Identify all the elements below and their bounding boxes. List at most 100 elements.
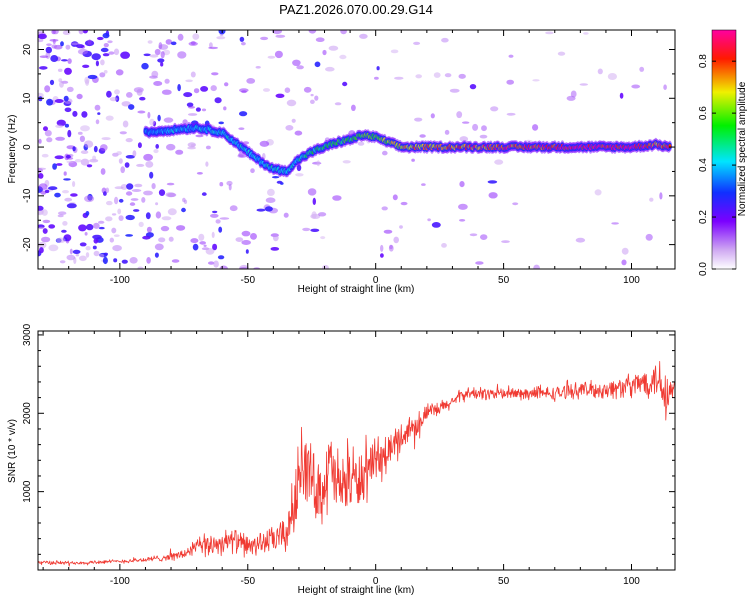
noise-blob	[239, 111, 248, 117]
noise-blob	[72, 110, 78, 117]
noise-blob	[141, 62, 149, 70]
noise-blob	[163, 117, 174, 123]
noise-blob	[125, 234, 133, 237]
noise-blob	[85, 252, 90, 258]
noise-blob	[125, 191, 133, 196]
noise-blob	[239, 88, 249, 93]
noise-blob	[211, 72, 219, 76]
noise-blob	[66, 160, 74, 164]
noise-blob	[639, 66, 645, 72]
noise-blob	[380, 244, 384, 252]
noise-blob	[145, 212, 151, 220]
noise-blob	[411, 158, 415, 162]
colorbar-tick-label: 0.8	[698, 54, 709, 68]
noise-blob	[99, 253, 105, 258]
y-tick-label: -20	[22, 237, 33, 252]
noise-blob	[118, 215, 124, 222]
noise-blob	[192, 33, 200, 40]
noise-blob	[177, 33, 184, 41]
noise-blob	[39, 66, 48, 70]
noise-blob	[153, 81, 163, 86]
noise-blob	[149, 171, 154, 179]
noise-blob	[91, 53, 101, 61]
noise-blob	[170, 41, 177, 46]
noise-blob	[74, 159, 82, 163]
noise-blob	[390, 49, 399, 54]
noise-blob	[272, 234, 279, 242]
noise-blob	[55, 163, 63, 166]
noise-blob	[154, 243, 164, 251]
noise-blob	[141, 197, 146, 203]
noise-blob	[120, 51, 130, 59]
noise-blob	[501, 240, 510, 244]
noise-blob	[295, 173, 304, 177]
x-tick-label: 50	[498, 275, 510, 286]
noise-blob	[263, 88, 270, 92]
noise-blob	[38, 96, 43, 102]
noise-blob	[39, 247, 44, 254]
noise-blob	[158, 189, 166, 197]
noise-blob	[186, 102, 194, 108]
noise-blob	[160, 62, 164, 67]
noise-blob	[67, 129, 72, 138]
noise-blob	[328, 45, 339, 51]
noise-blob	[506, 112, 516, 116]
noise-blob	[42, 228, 48, 234]
noise-blob	[284, 87, 291, 93]
noise-blob	[57, 68, 63, 73]
noise-blob	[264, 206, 273, 212]
noise-blob	[132, 150, 137, 157]
noise-blob	[114, 89, 120, 95]
noise-blob	[85, 79, 90, 86]
noise-blob	[190, 71, 196, 78]
noise-blob	[250, 233, 257, 240]
noise-blob	[67, 58, 72, 64]
noise-blob	[389, 244, 393, 250]
noise-blob	[579, 83, 588, 86]
noise-blob	[70, 193, 78, 197]
noise-blob	[316, 160, 320, 167]
noise-blob	[311, 211, 317, 219]
noise-blob	[663, 84, 667, 90]
noise-blob	[65, 154, 71, 159]
noise-blob	[659, 192, 663, 200]
noise-blob	[415, 74, 423, 79]
noise-blob	[394, 76, 404, 80]
snr-y-axis: 1000 2000 3000	[22, 323, 675, 555]
noise-blob	[459, 219, 466, 222]
noise-blob	[196, 172, 203, 175]
noise-blob	[312, 197, 316, 205]
noise-blob	[95, 119, 100, 125]
noise-blob	[494, 159, 504, 165]
noise-blob	[176, 225, 186, 231]
colorbar-tick-label: 0.4	[698, 158, 709, 172]
noise-blob	[296, 65, 304, 70]
noise-blob	[275, 93, 285, 99]
noise-blob	[59, 260, 66, 264]
noise-blob	[93, 238, 99, 244]
noise-blob	[508, 54, 514, 58]
snr-x-label: Height of straight line (km)	[298, 585, 415, 596]
noise-blob	[208, 261, 215, 265]
noise-blob	[50, 55, 59, 62]
noise-blob	[121, 259, 128, 264]
noise-blob	[97, 36, 104, 41]
y-tick-label: 1000	[22, 480, 33, 503]
noise-blob	[129, 257, 138, 264]
noise-blob	[427, 218, 431, 222]
noise-blob	[100, 59, 105, 66]
noise-blob	[310, 93, 314, 97]
noise-blob	[61, 229, 67, 233]
noise-blob	[82, 64, 90, 69]
noise-blob	[597, 68, 603, 75]
noise-blob	[143, 53, 151, 57]
noise-blob	[219, 182, 224, 187]
noise-blob	[117, 208, 122, 215]
noise-blob	[431, 222, 441, 228]
noise-blob	[103, 70, 108, 74]
noise-blob	[315, 37, 325, 42]
noise-blob	[307, 188, 317, 196]
noise-blob	[160, 51, 165, 59]
noise-blob	[217, 255, 225, 260]
noise-blob	[160, 225, 170, 232]
